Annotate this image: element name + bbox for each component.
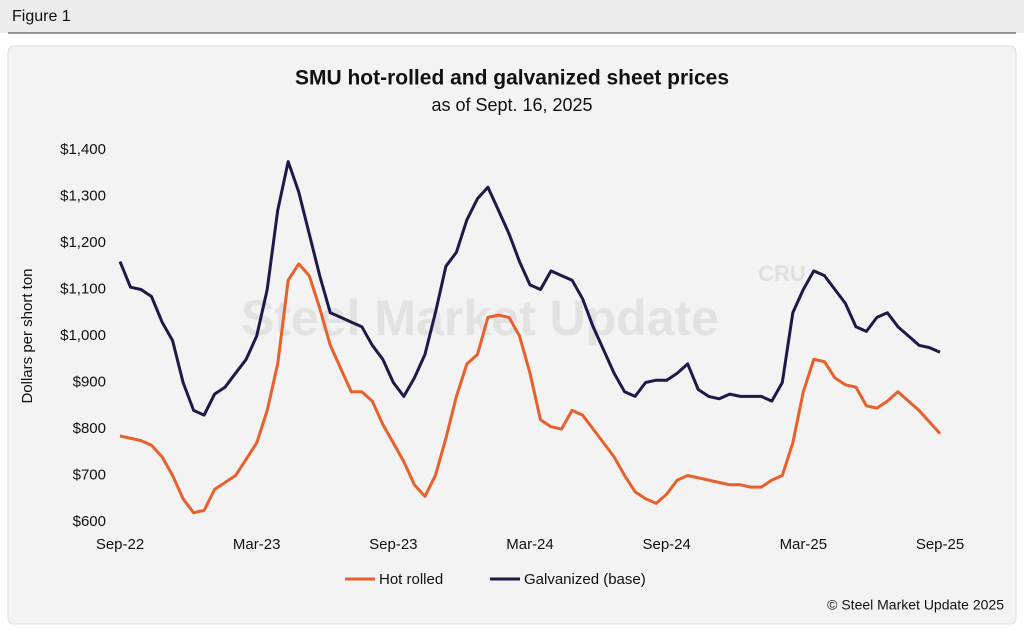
x-tick-label: Mar-24 — [506, 536, 554, 553]
series-line — [119, 262, 942, 515]
chart-panel — [7, 45, 1017, 625]
y-axis-label: Dollars per short ton — [19, 268, 36, 403]
y-tick-label: $1,200 — [60, 234, 106, 251]
legend: Hot rolled Galvanized (base) — [345, 571, 646, 588]
series-line — [118, 160, 941, 417]
chart-title: SMU hot-rolled and galvanized sheet pric… — [295, 67, 729, 90]
chart-subtitle: as of Sept. 16, 2025 — [431, 95, 592, 115]
y-tick-label: $1,300 — [60, 187, 106, 204]
y-tick-label: $1,100 — [60, 280, 106, 297]
x-tick-label: Sep-23 — [369, 536, 417, 553]
watermark-logo: CRU — [758, 261, 806, 286]
source-note: © Steel Market Update 2025 — [827, 597, 1004, 613]
legend-label: Hot rolled — [379, 571, 443, 588]
y-tick-label: $1,000 — [60, 327, 106, 344]
x-tick-label: Sep-25 — [916, 536, 964, 553]
y-tick-label: $900 — [73, 373, 106, 390]
legend-label: Galvanized (base) — [524, 571, 646, 588]
x-tick-label: Sep-24 — [642, 536, 690, 553]
y-tick-label: $1,400 — [60, 141, 106, 158]
x-tick-label: Mar-23 — [233, 536, 281, 553]
y-tick-label: $800 — [73, 420, 106, 437]
x-tick-label: Sep-22 — [96, 536, 144, 553]
header-band — [0, 0, 1024, 33]
figure-label: Figure 1 — [12, 8, 71, 25]
y-tick-label: $600 — [73, 513, 106, 530]
y-tick-label: $700 — [73, 466, 106, 483]
x-tick-label: Mar-25 — [780, 536, 828, 553]
watermark: Steel Market Update — [241, 290, 719, 346]
